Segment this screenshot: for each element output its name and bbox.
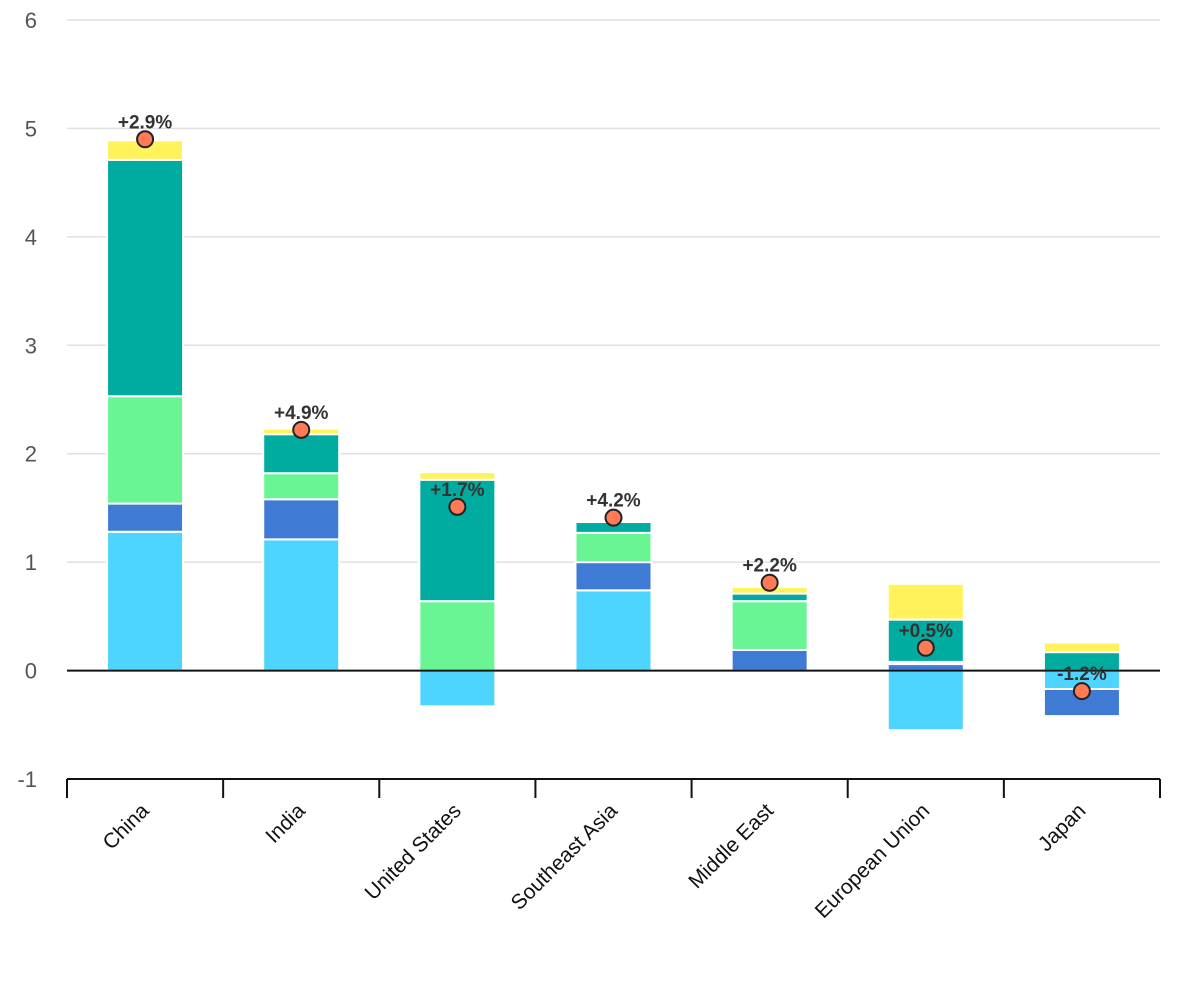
y-tick-label: 3	[25, 333, 37, 358]
bar-segment	[730, 648, 809, 672]
net-marker	[1072, 682, 1091, 701]
net-change-label: +2.2%	[742, 556, 797, 577]
bar-segment	[106, 395, 185, 505]
bar-segment	[106, 530, 185, 672]
bar-segment	[730, 592, 809, 603]
bar-segment	[574, 531, 653, 564]
x-tick-label: India	[261, 799, 310, 848]
y-tick-label: 1	[25, 550, 37, 575]
bar-segment	[262, 538, 341, 672]
net-change-label: +2.9%	[118, 112, 173, 133]
x-tick-label: China	[99, 799, 154, 854]
labels-layer: +2.9% +4.9% +1.7% +4.2% +2.2% +0.5% -1.2%	[118, 112, 1107, 685]
net-change-label: +0.5%	[899, 621, 954, 642]
bar-segment	[418, 669, 497, 708]
net-change-label: -1.2%	[1057, 664, 1107, 685]
bar-segment	[262, 498, 341, 541]
net-marker	[604, 508, 623, 527]
net-marker	[916, 638, 935, 657]
y-tick-label: 4	[25, 225, 37, 250]
markers-layer	[136, 130, 1091, 701]
x-tick-label: Middle East	[684, 799, 778, 893]
bar-segment	[730, 600, 809, 651]
bar-segment	[574, 589, 653, 672]
bars-layer	[106, 139, 1121, 732]
grid-layer	[67, 19, 1160, 563]
net-marker	[292, 420, 311, 439]
y-tick-label: 5	[25, 116, 37, 141]
y-tick-label: 6	[25, 8, 37, 33]
net-marker	[448, 497, 467, 516]
bar-segment	[106, 158, 185, 398]
bar-segment	[574, 561, 653, 592]
y-tick-label: 2	[25, 442, 37, 467]
x-tick-label: Japan	[1034, 799, 1091, 856]
net-marker	[760, 573, 779, 592]
net-change-label: +1.7%	[430, 480, 485, 501]
bar-segment	[886, 582, 965, 621]
y-tick-label: -1	[17, 767, 37, 792]
net-change-label: +4.9%	[274, 403, 329, 424]
bar-segment	[886, 669, 965, 732]
axis-layer: -1 0 1 2 3 4 5 6 China India United States Southeas…	[17, 8, 1161, 923]
bar-segment	[106, 502, 185, 533]
bar-segment	[1042, 641, 1121, 654]
bar-segment	[262, 433, 341, 475]
bar-segment	[418, 600, 497, 672]
bar-segment	[418, 471, 497, 481]
net-change-label: +4.2%	[586, 491, 641, 512]
x-tick-label: European Union	[811, 799, 935, 923]
net-marker	[136, 130, 155, 149]
x-tick-label: Southeast Asia	[507, 799, 623, 915]
y-tick-label: 0	[25, 659, 37, 684]
x-tick-label: United States	[360, 799, 465, 904]
bar-segment	[262, 472, 341, 501]
